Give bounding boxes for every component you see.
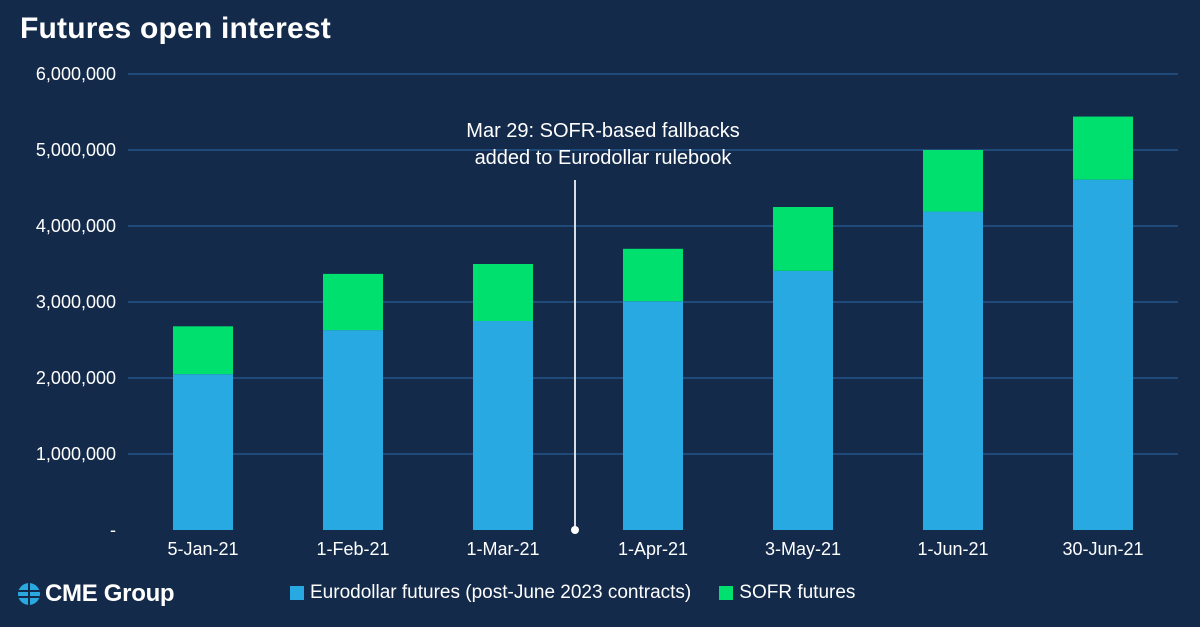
cme-group-logo: CME Group: [18, 580, 175, 608]
bar-sofr: [623, 248, 683, 302]
bars: [173, 116, 1133, 530]
y-tick-label: -: [110, 520, 116, 540]
annotation-text-line-2: added to Eurodollar rulebook: [475, 147, 733, 169]
annotation: Mar 29: SOFR-based fallbacks added to Eu…: [466, 120, 740, 534]
globe-icon: [18, 583, 40, 605]
legend-swatch-sofr: [719, 586, 734, 600]
x-tick-label: 3-May-21: [765, 539, 841, 559]
bar-eurodollar: [473, 321, 533, 530]
brand-name: CME Group: [45, 580, 175, 607]
y-tick-label: 3,000,000: [36, 292, 116, 312]
annotation-text-line-1: Mar 29: SOFR-based fallbacks: [466, 120, 739, 142]
bar-sofr: [323, 273, 383, 331]
y-tick-label: 1,000,000: [36, 444, 116, 464]
x-tick-label: 1-Jun-21: [917, 539, 988, 559]
y-axis-labels: - 1,000,000 2,000,000 3,000,000 4,000,000 5,0…: [36, 64, 116, 540]
legend: Eurodollar futures (post-June 2023 contr…: [290, 582, 883, 604]
x-tick-label: 5-Jan-21: [167, 539, 238, 559]
x-tick-label: 1-Feb-21: [316, 539, 389, 559]
bar-eurodollar: [1073, 179, 1133, 530]
y-tick-label: 6,000,000: [36, 64, 116, 84]
y-tick-label: 2,000,000: [36, 368, 116, 388]
x-tick-label: 30-Jun-21: [1062, 539, 1143, 559]
bar-eurodollar: [323, 330, 383, 530]
y-tick-label: 5,000,000: [36, 140, 116, 160]
y-tick-label: 4,000,000: [36, 216, 116, 236]
bar-eurodollar: [923, 211, 983, 530]
bar-sofr: [473, 264, 533, 321]
bar-eurodollar: [623, 301, 683, 530]
x-tick-label: 1-Mar-21: [466, 539, 539, 559]
bar-sofr: [173, 326, 233, 375]
bar-sofr: [773, 207, 833, 271]
x-tick-label: 1-Apr-21: [618, 539, 688, 559]
bar-sofr: [923, 150, 983, 212]
bar-sofr: [1073, 116, 1133, 180]
chart-title: Futures open interest: [20, 12, 331, 45]
bar-eurodollar: [173, 374, 233, 530]
bar-eurodollar: [773, 270, 833, 530]
annotation-dot: [571, 526, 579, 534]
x-axis-labels: 5-Jan-21 1-Feb-21 1-Mar-21 1-Apr-21 3-May-21…: [167, 539, 1143, 559]
legend-swatch-eurodollar: [290, 586, 304, 600]
legend-item-sofr: SOFR futures: [719, 582, 855, 604]
legend-label-eurodollar: Eurodollar futures (post-June 2023 contr…: [310, 582, 692, 603]
legend-item-eurodollar: Eurodollar futures (post-June 2023 contr…: [290, 582, 691, 604]
legend-label-sofr: SOFR futures: [739, 582, 856, 603]
